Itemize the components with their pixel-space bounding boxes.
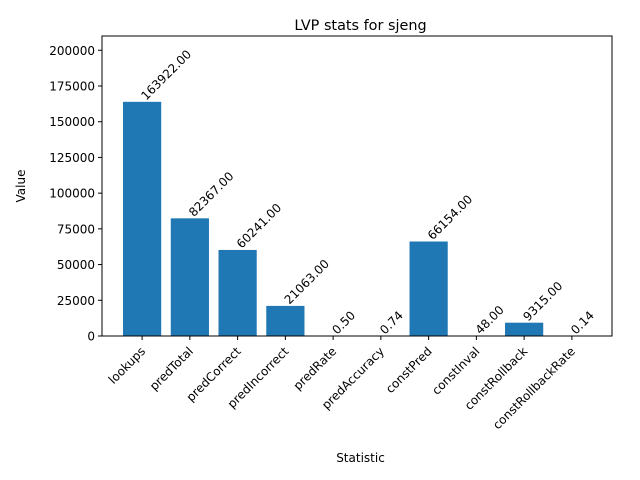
value-label-constRollback: 9315.00 [520, 279, 565, 324]
value-label-lookups: 163922.00 [138, 47, 194, 103]
x-tick-label-constRollbackRate: constRollbackRate [490, 344, 578, 432]
value-label-predIncorrect: 21063.00 [282, 257, 332, 307]
x-axis: lookupspredTotalpredCorrectpredIncorrect… [106, 336, 578, 432]
value-label-predTotal: 82367.00 [186, 169, 236, 219]
bar-predCorrect [218, 249, 257, 336]
x-tick-label-constPred: constPred [383, 344, 435, 396]
bar-constPred [409, 241, 448, 336]
y-tick-label-150000: 150000 [49, 115, 95, 129]
y-tick-label-100000: 100000 [49, 187, 95, 201]
bar-lookups [123, 101, 162, 336]
value-label-predAccuracy: 0.74 [377, 308, 406, 337]
y-tick-label-125000: 125000 [49, 151, 95, 165]
plot-area-frame [101, 35, 613, 337]
bars-layer [123, 101, 591, 336]
value-label-constInval: 48.00 [473, 303, 507, 337]
y-axis-title: Value [14, 170, 28, 203]
value-label-predCorrect: 60241.00 [234, 201, 284, 251]
bar-constRollback [505, 322, 544, 336]
value-label-predRate: 0.50 [329, 308, 358, 337]
x-axis-title: Statistic [336, 451, 385, 465]
x-tick-label-predTotal: predTotal [147, 344, 196, 393]
y-axis: 0 25000 50000 75000 100000 125000 150000 175000… [49, 44, 102, 344]
x-tick-label-lookups: lookups [106, 344, 148, 386]
y-tick-label-25000: 25000 [57, 294, 95, 308]
y-tick-label-0: 0 [87, 330, 95, 344]
bar-predTotal [170, 218, 209, 336]
chart-title: LVP stats for sjeng [294, 18, 426, 34]
y-tick-label-50000: 50000 [57, 258, 95, 272]
y-tick-label-200000: 200000 [49, 44, 95, 58]
value-label-constRollbackRate: 0.14 [568, 308, 597, 337]
bar-predIncorrect [266, 305, 305, 336]
value-label-constPred: 66154.00 [425, 192, 475, 242]
y-tick-label-175000: 175000 [49, 80, 95, 94]
x-tick-label-predRate: predRate [291, 344, 340, 393]
y-tick-label-75000: 75000 [57, 222, 95, 236]
